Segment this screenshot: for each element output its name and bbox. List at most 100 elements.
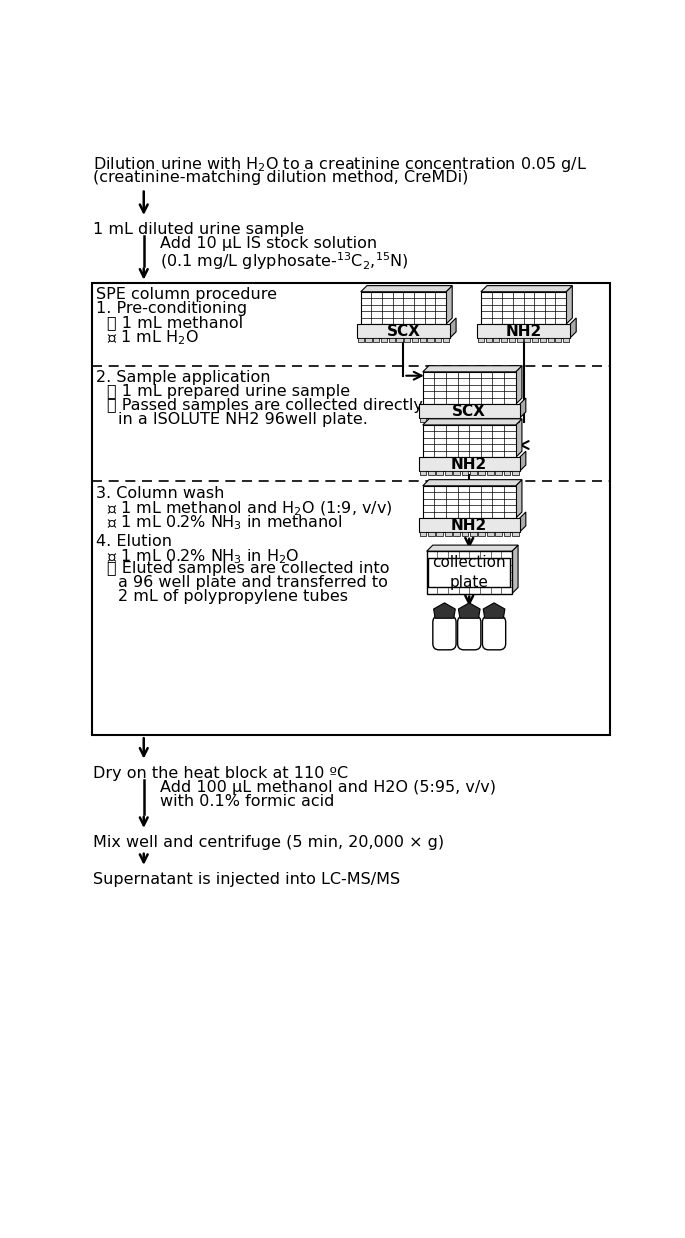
Polygon shape [361, 286, 452, 292]
Text: 4. Elution: 4. Elution [97, 534, 173, 548]
Polygon shape [458, 603, 480, 618]
Bar [358, 338, 364, 342]
Bar [427, 338, 434, 342]
Polygon shape [446, 286, 452, 324]
Bar [495, 472, 502, 475]
Bar [428, 532, 435, 536]
FancyBboxPatch shape [433, 617, 456, 650]
Bar [503, 532, 510, 536]
Bar [404, 338, 410, 342]
Bar [495, 532, 502, 536]
Bar [556, 338, 562, 342]
Bar [478, 532, 485, 536]
Bar [361, 292, 446, 324]
Text: Dilution urine with H$_2$O to a creatinine concentration 0.05 g/L: Dilution urine with H$_2$O to a creatini… [93, 155, 588, 173]
Text: Add 10 μL IS stock solution: Add 10 μL IS stock solution [160, 236, 377, 251]
Bar [428, 418, 435, 422]
Text: NH2: NH2 [451, 517, 487, 532]
Polygon shape [520, 399, 526, 418]
Text: SPE column procedure: SPE column procedure [97, 287, 277, 302]
Text: (0.1 mg/L glyphosate-$^{13}$C$_2$,$^{15}$N): (0.1 mg/L glyphosate-$^{13}$C$_2$,$^{15}… [160, 250, 409, 272]
Polygon shape [423, 479, 522, 485]
Text: 2. Sample application: 2. Sample application [97, 370, 271, 385]
Polygon shape [516, 365, 522, 404]
Bar [478, 418, 485, 422]
Bar [470, 418, 477, 422]
Bar [420, 472, 427, 475]
Bar [509, 338, 515, 342]
Bar [487, 418, 494, 422]
Bar [428, 558, 510, 587]
Polygon shape [450, 318, 456, 338]
Text: a 96 well plate and transferred to: a 96 well plate and transferred to [119, 576, 388, 591]
Bar [419, 404, 520, 418]
Bar [435, 338, 441, 342]
Text: with 0.1% formic acid: with 0.1% formic acid [160, 794, 334, 808]
Bar [445, 418, 451, 422]
Polygon shape [570, 318, 576, 338]
Text: ・ 1 mL 0.2% NH$_3$ in H$_2$O: ・ 1 mL 0.2% NH$_3$ in H$_2$O [108, 547, 300, 566]
Polygon shape [512, 545, 518, 593]
Bar [419, 519, 520, 532]
Text: SCX: SCX [386, 323, 421, 338]
Text: 1 mL diluted urine sample: 1 mL diluted urine sample [93, 223, 305, 238]
Text: Dry on the heat block at 110 ºC: Dry on the heat block at 110 ºC [93, 766, 349, 781]
Bar [470, 472, 477, 475]
Text: ・ 1 mL H$_2$O: ・ 1 mL H$_2$O [108, 329, 199, 348]
Polygon shape [520, 513, 526, 532]
Text: Mix well and centrifuge (5 min, 20,000 × g): Mix well and centrifuge (5 min, 20,000 ×… [93, 836, 445, 851]
Bar [540, 338, 546, 342]
Bar [481, 292, 566, 324]
Bar [420, 338, 426, 342]
FancyBboxPatch shape [458, 617, 481, 650]
Bar [436, 472, 443, 475]
Bar [478, 472, 485, 475]
Bar [493, 338, 499, 342]
Bar [92, 282, 610, 735]
Polygon shape [516, 479, 522, 519]
Bar [563, 338, 569, 342]
Text: ・ 1 mL 0.2% NH$_3$ in methanol: ・ 1 mL 0.2% NH$_3$ in methanol [108, 514, 343, 532]
Bar [512, 532, 519, 536]
Bar [419, 457, 520, 472]
Bar [443, 338, 449, 342]
Bar [462, 418, 469, 422]
Text: ・ 1 mL methanol and H$_2$O (1:9, v/v): ・ 1 mL methanol and H$_2$O (1:9, v/v) [108, 500, 393, 517]
FancyBboxPatch shape [482, 617, 506, 650]
Bar [487, 472, 494, 475]
Text: SCX: SCX [452, 404, 486, 418]
Text: in a ISOLUTE NH2 96well plate.: in a ISOLUTE NH2 96well plate. [119, 412, 368, 427]
Text: (creatinine-matching dilution method, CreMDi): (creatinine-matching dilution method, Cr… [93, 170, 469, 186]
Bar [365, 338, 371, 342]
Bar [487, 532, 494, 536]
Polygon shape [423, 418, 522, 425]
Polygon shape [427, 545, 518, 551]
Bar [512, 418, 519, 422]
Bar [357, 324, 450, 338]
Bar [428, 472, 435, 475]
Bar [524, 338, 530, 342]
Polygon shape [423, 365, 522, 371]
Bar [445, 472, 451, 475]
Bar [477, 324, 570, 338]
Bar [462, 532, 469, 536]
Bar [381, 338, 387, 342]
Bar [453, 418, 460, 422]
Polygon shape [520, 451, 526, 472]
Bar [423, 485, 516, 519]
Polygon shape [516, 418, 522, 457]
Bar [420, 532, 427, 536]
Bar [486, 338, 492, 342]
Text: ・ Passed samples are collected directly: ・ Passed samples are collected directly [108, 399, 423, 413]
Bar [470, 532, 477, 536]
Text: 2 mL of polypropylene tubes: 2 mL of polypropylene tubes [119, 589, 348, 604]
Text: Supernatant is injected into LC-MS/MS: Supernatant is injected into LC-MS/MS [93, 873, 401, 888]
Bar [512, 472, 519, 475]
Bar [462, 472, 469, 475]
Bar [397, 338, 403, 342]
Bar [427, 551, 512, 593]
Bar [436, 532, 443, 536]
Text: ・ 1 mL prepared urine sample: ・ 1 mL prepared urine sample [108, 384, 351, 399]
Bar [495, 418, 502, 422]
Bar [423, 371, 516, 404]
